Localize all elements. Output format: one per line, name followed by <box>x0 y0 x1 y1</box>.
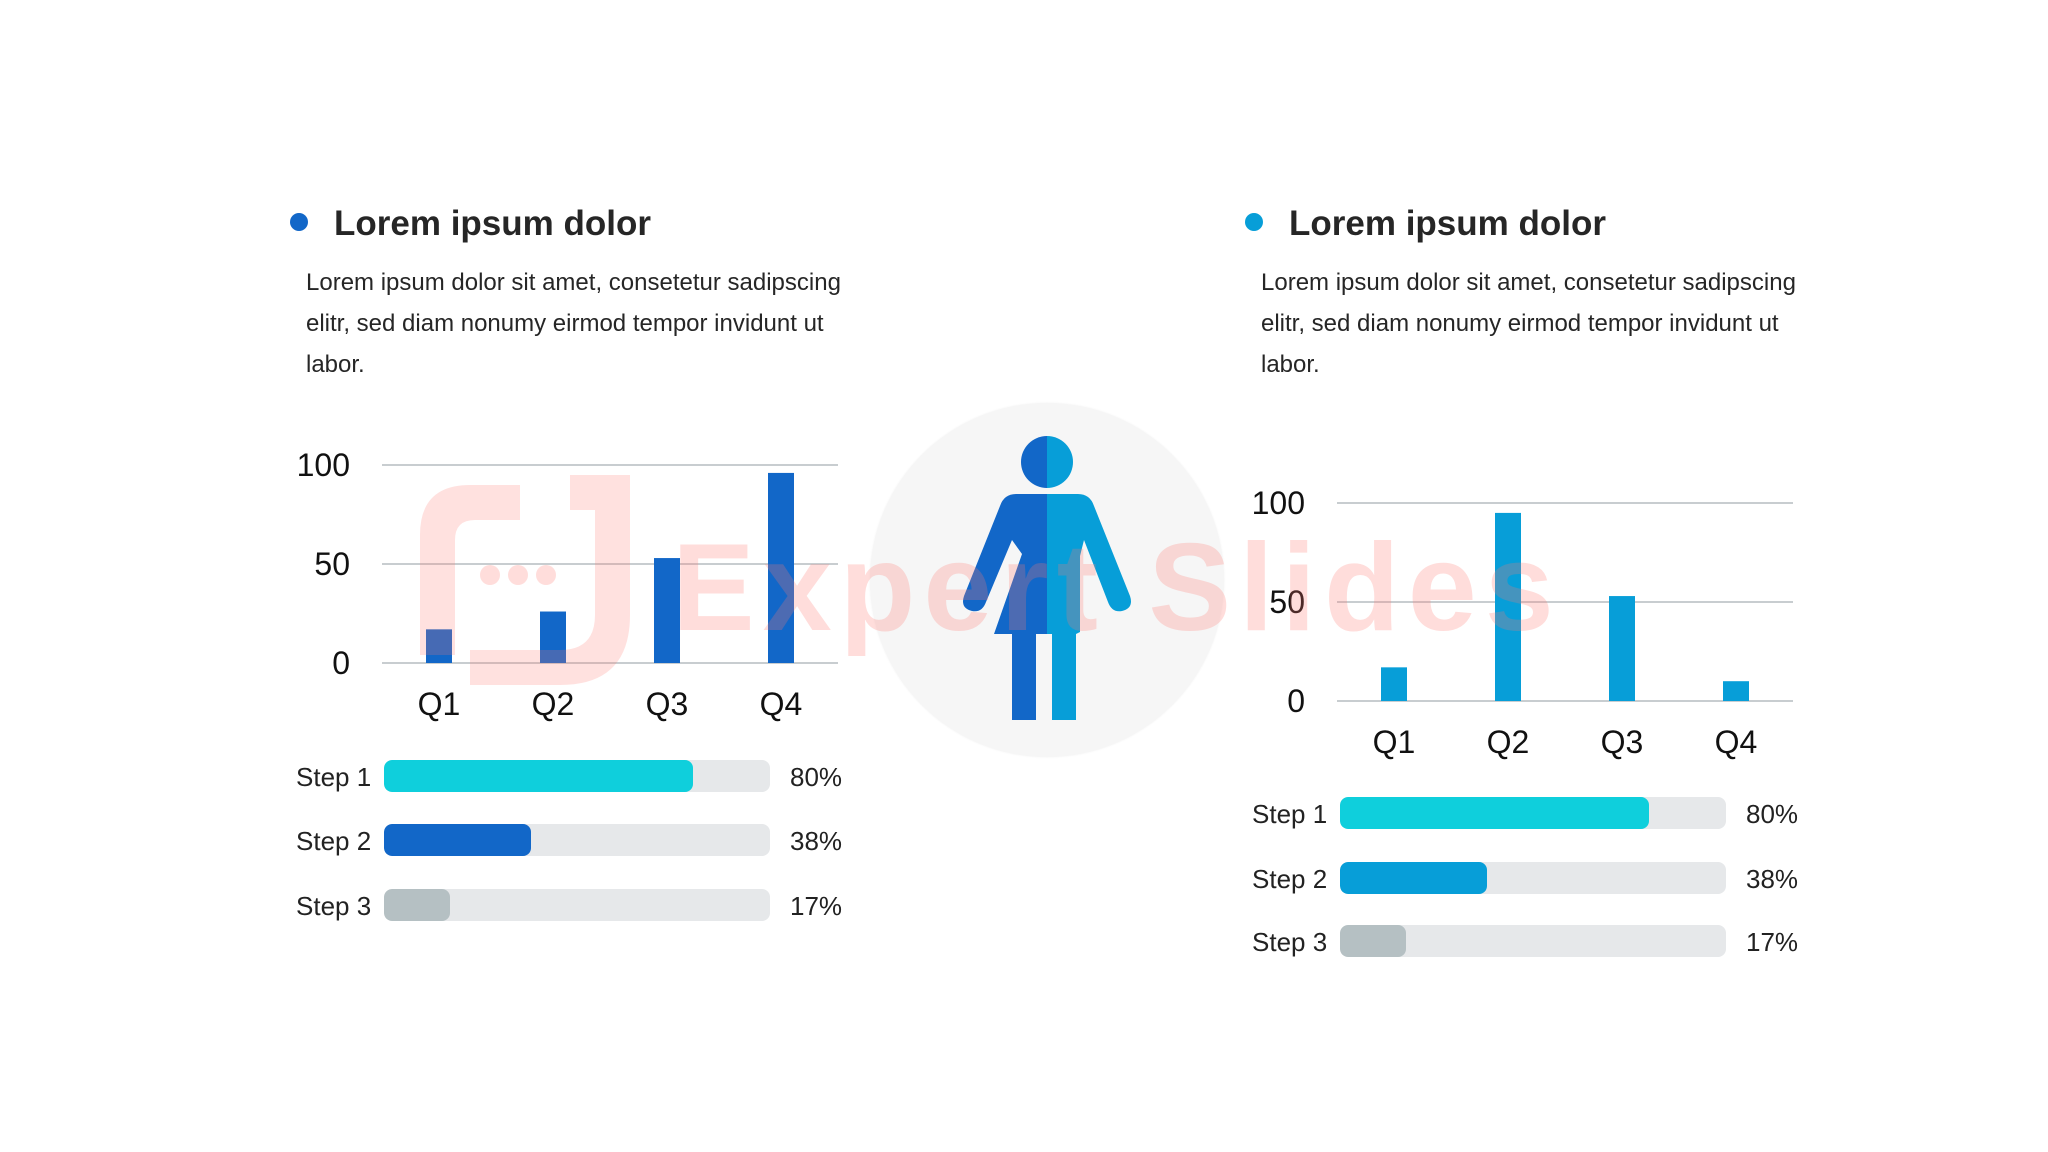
step-percent: 17% <box>790 891 843 921</box>
step-percent: 80% <box>790 762 843 792</box>
step-label: Step 1 <box>296 762 372 792</box>
bar-q1 <box>426 629 452 663</box>
progress-track <box>384 889 770 921</box>
progress-track <box>384 824 770 856</box>
progress-fill <box>384 889 450 921</box>
left-panel-header: Lorem ipsum dolor <box>290 200 990 250</box>
bar-q3 <box>654 558 680 663</box>
right-step-row-1: Step 1 80% <box>1252 797 1812 829</box>
step-label: Step 3 <box>1252 927 1328 957</box>
x-tick-label: Q1 <box>1373 724 1416 760</box>
x-tick-label: Q4 <box>1715 724 1758 760</box>
progress-fill <box>384 824 531 856</box>
right-panel-title: Lorem ipsum dolor <box>1289 204 1606 243</box>
progress-fill <box>1340 862 1487 894</box>
left-step-row-1: Step 1 80% <box>296 760 856 792</box>
left-panel-description: Lorem ipsum dolor sit amet, consetetur s… <box>306 269 841 378</box>
bar-q4 <box>768 472 794 663</box>
progress-track <box>1340 925 1726 957</box>
left-step-row-3: Step 3 17% <box>296 889 856 921</box>
x-tick-label: Q3 <box>646 686 689 722</box>
left-panel-title: Lorem ipsum dolor <box>334 204 651 243</box>
bar-q2 <box>1495 512 1521 701</box>
y-tick-label: 100 <box>1252 485 1305 521</box>
x-tick-label: Q2 <box>532 686 575 722</box>
bar-q4 <box>1723 681 1749 701</box>
step-label: Step 2 <box>1252 864 1328 894</box>
bar-q1 <box>1381 667 1407 701</box>
step-label: Step 2 <box>296 826 372 856</box>
step-percent: 17% <box>1746 927 1799 957</box>
step-percent: 80% <box>1746 799 1799 829</box>
step-label: Step 1 <box>1252 799 1328 829</box>
step-percent: 38% <box>1746 864 1799 894</box>
y-tick-label: 50 <box>314 546 350 582</box>
progress-fill <box>1340 797 1649 829</box>
x-tick-label: Q2 <box>1487 724 1530 760</box>
step-label: Step 3 <box>296 891 372 921</box>
person-icon <box>963 436 1131 720</box>
bar-q3 <box>1609 596 1635 701</box>
left-step-row-2: Step 2 38% <box>296 824 856 856</box>
progress-track <box>384 760 770 792</box>
progress-fill <box>384 760 693 792</box>
left-panel: Lorem ipsum dolor Lorem ipsum dolor sit … <box>290 200 990 385</box>
right-step-row-3: Step 3 17% <box>1252 925 1812 957</box>
x-tick-label: Q3 <box>1601 724 1644 760</box>
left-bar-chart: 0 50 100 Q1 Q2 Q3 Q4 <box>290 445 850 735</box>
progress-track <box>1340 862 1726 894</box>
right-panel-header: Lorem ipsum dolor <box>1245 200 1945 250</box>
y-tick-label: 50 <box>1269 584 1305 620</box>
bar-q2 <box>540 611 566 663</box>
right-panel: Lorem ipsum dolor Lorem ipsum dolor sit … <box>1245 200 1945 385</box>
y-tick-label: 100 <box>297 447 350 483</box>
left-bar-chart-svg: 0 50 100 Q1 Q2 Q3 Q4 <box>297 447 838 722</box>
progress-fill <box>1340 925 1406 957</box>
left-bullet-dot <box>290 213 308 231</box>
right-step-row-2: Step 2 38% <box>1252 862 1812 894</box>
right-bar-chart: 0 50 100 Q1 Q2 Q3 Q4 <box>1245 483 1805 773</box>
right-panel-description: Lorem ipsum dolor sit amet, consetetur s… <box>1261 269 1796 378</box>
x-tick-label: Q4 <box>760 686 803 722</box>
y-tick-label: 0 <box>332 645 350 681</box>
right-bar-chart-svg: 0 50 100 Q1 Q2 Q3 Q4 <box>1252 485 1793 760</box>
x-tick-label: Q1 <box>418 686 461 722</box>
right-bullet-dot <box>1245 213 1263 231</box>
progress-track <box>1340 797 1726 829</box>
step-percent: 38% <box>790 826 843 856</box>
y-tick-label: 0 <box>1287 683 1305 719</box>
